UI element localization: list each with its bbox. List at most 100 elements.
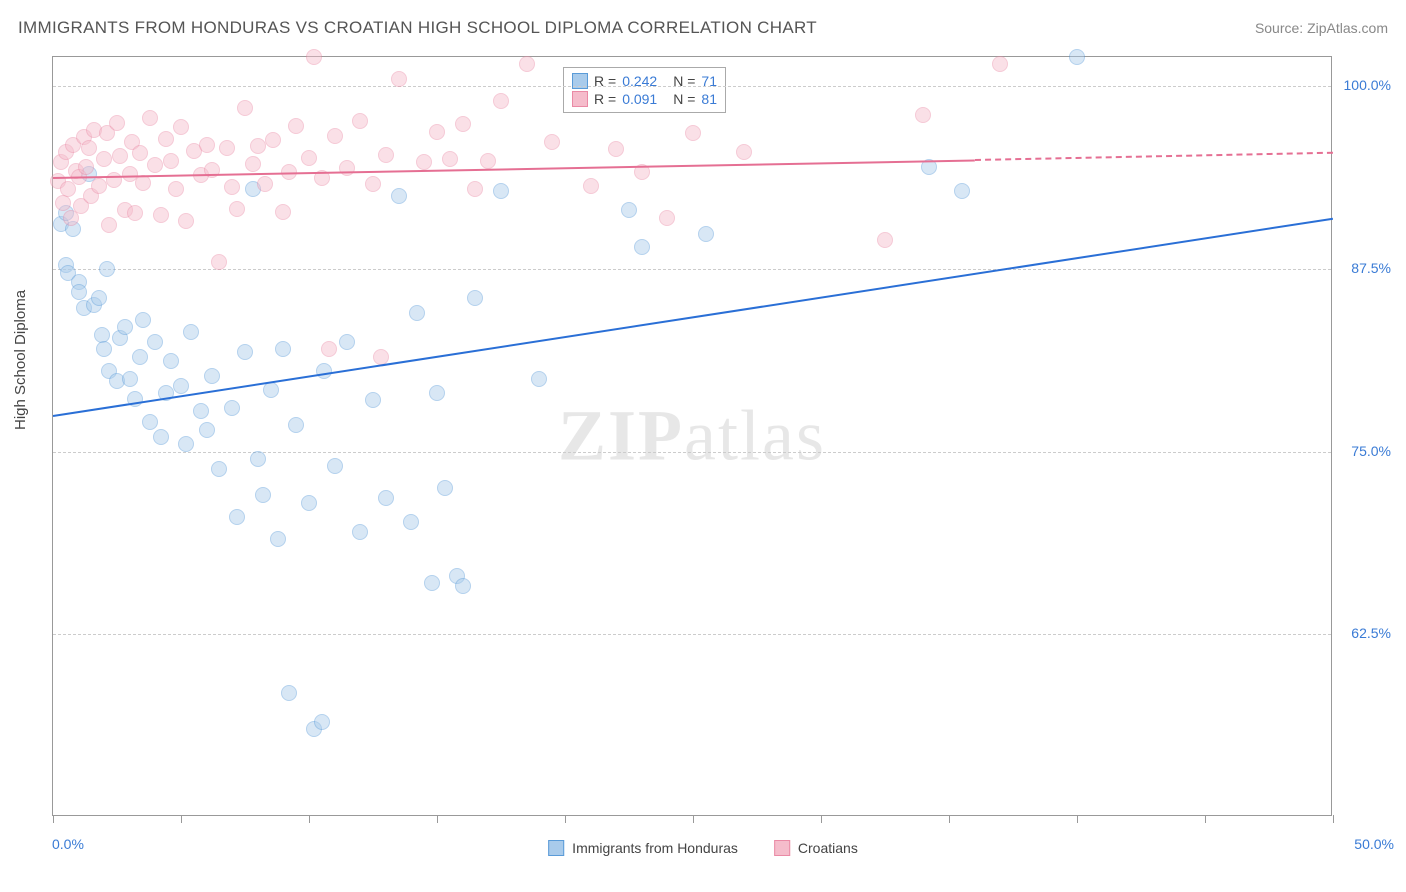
- scatter-point: [698, 226, 714, 242]
- scatter-point: [915, 107, 931, 123]
- scatter-point: [78, 159, 94, 175]
- gridline: 87.5%: [53, 269, 1331, 270]
- scatter-point: [288, 118, 304, 134]
- x-tick: [181, 815, 182, 823]
- scatter-point: [229, 509, 245, 525]
- scatter-point: [117, 319, 133, 335]
- scatter-point: [992, 56, 1008, 72]
- legend-swatch-honduras: [548, 840, 564, 856]
- scatter-point: [250, 138, 266, 154]
- scatter-point: [127, 205, 143, 221]
- scatter-point: [583, 178, 599, 194]
- scatter-point: [455, 578, 471, 594]
- scatter-point: [91, 290, 107, 306]
- x-tick: [693, 815, 694, 823]
- scatter-point: [71, 284, 87, 300]
- scatter-point: [153, 429, 169, 445]
- scatter-point: [659, 210, 675, 226]
- scatter-point: [153, 207, 169, 223]
- scatter-point: [199, 137, 215, 153]
- scatter-point: [301, 495, 317, 511]
- scatter-point: [306, 49, 322, 65]
- scatter-point: [480, 153, 496, 169]
- legend-item-honduras: Immigrants from Honduras: [548, 840, 738, 856]
- scatter-point: [352, 113, 368, 129]
- x-axis-max-label: 50.0%: [1354, 836, 1394, 852]
- scatter-point: [391, 71, 407, 87]
- legend-r-value-1: 0.091: [622, 91, 657, 107]
- chart-plot-area: ZIPatlas R = 0.242 N = 71 R = 0.091 N = …: [52, 56, 1332, 816]
- scatter-point: [365, 392, 381, 408]
- source-label: Source: ZipAtlas.com: [1255, 20, 1388, 36]
- scatter-point: [237, 100, 253, 116]
- x-tick: [565, 815, 566, 823]
- scatter-point: [211, 461, 227, 477]
- scatter-point: [132, 145, 148, 161]
- legend-swatch-series-1: [572, 91, 588, 107]
- scatter-point: [109, 115, 125, 131]
- scatter-point: [168, 181, 184, 197]
- scatter-point: [178, 436, 194, 452]
- chart-title: IMMIGRANTS FROM HONDURAS VS CROATIAN HIG…: [18, 18, 817, 38]
- x-tick: [949, 815, 950, 823]
- x-axis-min-label: 0.0%: [52, 836, 84, 852]
- scatter-point: [147, 334, 163, 350]
- scatter-point: [55, 195, 71, 211]
- legend-swatch-croatians: [774, 840, 790, 856]
- scatter-point: [112, 148, 128, 164]
- x-tick: [53, 815, 54, 823]
- trend-line: [53, 159, 975, 179]
- scatter-point: [229, 201, 245, 217]
- scatter-point: [1069, 49, 1085, 65]
- scatter-point: [219, 140, 235, 156]
- y-tick-label: 75.0%: [1339, 443, 1391, 459]
- scatter-point: [237, 344, 253, 360]
- legend-stats-row: R = 0.091 N = 81: [570, 90, 719, 108]
- legend-bottom: Immigrants from Honduras Croatians: [548, 840, 858, 856]
- scatter-point: [493, 183, 509, 199]
- scatter-point: [531, 371, 547, 387]
- scatter-point: [122, 371, 138, 387]
- scatter-point: [288, 417, 304, 433]
- y-tick-label: 62.5%: [1339, 625, 1391, 641]
- scatter-point: [275, 204, 291, 220]
- scatter-point: [685, 125, 701, 141]
- scatter-point: [245, 156, 261, 172]
- scatter-point: [608, 141, 624, 157]
- scatter-point: [193, 403, 209, 419]
- scatter-point: [173, 378, 189, 394]
- scatter-point: [327, 458, 343, 474]
- scatter-point: [954, 183, 970, 199]
- gridline: 62.5%: [53, 634, 1331, 635]
- legend-item-croatians: Croatians: [774, 840, 858, 856]
- legend-r-label: R =: [594, 91, 616, 107]
- scatter-point: [378, 147, 394, 163]
- scatter-point: [91, 178, 107, 194]
- scatter-point: [455, 116, 471, 132]
- scatter-point: [142, 414, 158, 430]
- scatter-point: [132, 349, 148, 365]
- x-tick: [1205, 815, 1206, 823]
- legend-stats-box: R = 0.242 N = 71 R = 0.091 N = 81: [563, 67, 726, 113]
- x-tick: [309, 815, 310, 823]
- x-tick: [1077, 815, 1078, 823]
- scatter-point: [265, 132, 281, 148]
- scatter-point: [301, 150, 317, 166]
- scatter-point: [257, 176, 273, 192]
- scatter-point: [270, 531, 286, 547]
- scatter-point: [736, 144, 752, 160]
- scatter-point: [519, 56, 535, 72]
- trend-line: [975, 152, 1333, 161]
- scatter-point: [106, 172, 122, 188]
- scatter-point: [321, 341, 337, 357]
- legend-label-honduras: Immigrants from Honduras: [572, 840, 738, 856]
- scatter-point: [314, 714, 330, 730]
- x-tick: [821, 815, 822, 823]
- scatter-point: [224, 400, 240, 416]
- scatter-point: [391, 188, 407, 204]
- scatter-point: [493, 93, 509, 109]
- scatter-point: [467, 290, 483, 306]
- scatter-point: [275, 341, 291, 357]
- scatter-point: [365, 176, 381, 192]
- legend-n-value-1: 81: [701, 91, 717, 107]
